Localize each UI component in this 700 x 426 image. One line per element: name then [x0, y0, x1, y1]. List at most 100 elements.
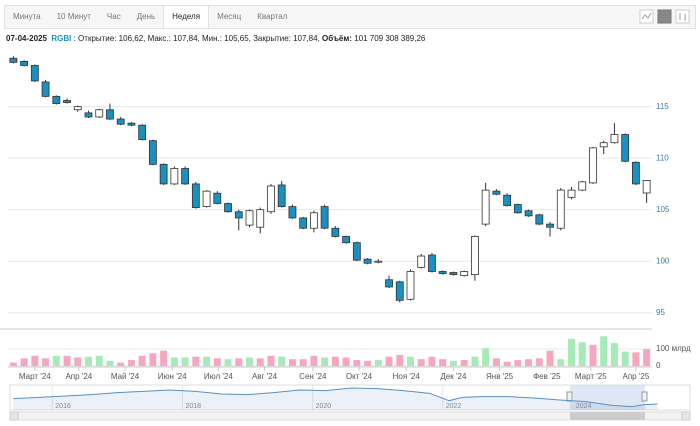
- volume-bar: [224, 359, 232, 366]
- tab[interactable]: Час: [106, 12, 121, 21]
- candle-body: [556, 189, 565, 229]
- navigator-tick-label: 2020: [316, 403, 332, 410]
- candle-body: [106, 109, 114, 120]
- volume-bar: [31, 355, 39, 366]
- candle-body: [513, 204, 522, 214]
- tab[interactable]: Неделя: [163, 6, 210, 28]
- volume-bar: [299, 359, 307, 366]
- volume-bar: [63, 355, 71, 366]
- interval-tabs: Минута 10 Минут Час День Неделя Месяц Квартал: [4, 5, 696, 29]
- volume-bar: [482, 348, 490, 366]
- y-tick-label: 115: [656, 102, 669, 111]
- scroll-right[interactable]: [681, 411, 691, 421]
- volume-bar: [213, 358, 221, 366]
- candle-body: [331, 227, 340, 237]
- candle-body: [470, 236, 479, 275]
- candle-body: [73, 106, 82, 111]
- tab[interactable]: Минута: [13, 12, 41, 21]
- candle-body: [63, 100, 71, 103]
- volume-bar: [331, 356, 339, 366]
- candle-body: [170, 168, 179, 185]
- candle-body: [234, 211, 243, 219]
- navigator-handle[interactable]: [641, 391, 648, 402]
- candle-body: [213, 192, 222, 204]
- candle-body: [610, 134, 619, 144]
- icon-glyph: [641, 12, 652, 20]
- candle-body: [449, 272, 458, 275]
- ohlc: : Открытие: 106,62, Макс.: 107,84, Мин.:…: [73, 34, 320, 43]
- volume-bar: [471, 356, 479, 366]
- candle-body: [288, 206, 297, 219]
- candle-body: [599, 142, 608, 148]
- candle-body: [460, 271, 469, 277]
- candle-body: [138, 124, 147, 141]
- tab[interactable]: День: [136, 12, 156, 21]
- volume-tick-label: 100 млрд: [656, 344, 691, 353]
- volume-bar: [192, 356, 200, 366]
- volume-bar: [600, 336, 608, 366]
- volume-bar: [342, 357, 350, 366]
- volume-bar: [117, 362, 125, 366]
- volume-bar: [138, 355, 146, 366]
- volume-bar: [525, 359, 533, 366]
- x-tick-label: Фев '25: [533, 372, 561, 381]
- volume-bar: [396, 354, 404, 366]
- volume-bar: [74, 357, 82, 366]
- candle-body: [127, 122, 136, 126]
- volume-bar: [621, 351, 629, 366]
- chart-type-icons: [639, 9, 690, 24]
- tab[interactable]: Месяц: [217, 12, 242, 21]
- volume-bar: [149, 353, 157, 366]
- volume-bar: [85, 356, 92, 366]
- candle-body: [438, 271, 447, 274]
- volume-bar: [385, 356, 393, 366]
- volume-bar: [9, 362, 17, 366]
- candle-body: [395, 281, 404, 301]
- candle-body: [363, 258, 372, 264]
- volume-bar: [578, 342, 586, 366]
- x-tick-label: Янв '25: [486, 372, 514, 381]
- date: 07-04-2025: [6, 34, 47, 43]
- candle-body: [299, 217, 308, 229]
- navigator-tick-label: 2016: [55, 403, 71, 410]
- volume-bar: [246, 357, 253, 366]
- volume-bar: [278, 356, 286, 366]
- scroll-left[interactable]: [9, 411, 19, 421]
- navigator-selection[interactable]: [570, 385, 645, 410]
- candle-body: [642, 180, 651, 194]
- candle-body: [385, 279, 393, 288]
- tab[interactable]: 10 Минут: [56, 12, 91, 21]
- candle-icon[interactable]: [657, 9, 672, 24]
- volume-bar: [460, 360, 468, 366]
- volume-bar: [535, 358, 543, 366]
- candle-body: [589, 147, 597, 184]
- volume-bar: [643, 349, 651, 366]
- candle-body: [256, 209, 265, 228]
- navigator-tick-label: 2024: [576, 403, 592, 410]
- volume-bar: [557, 359, 565, 366]
- volume-bar: [42, 358, 50, 366]
- candle-body: [245, 210, 254, 226]
- tab[interactable]: Квартал: [257, 12, 288, 21]
- candle-body: [9, 57, 18, 63]
- navigator-handle[interactable]: [566, 391, 573, 402]
- volume-bar: [127, 360, 135, 366]
- candle-body: [374, 260, 383, 263]
- candle-body: [224, 203, 232, 213]
- volume-bar: [235, 358, 243, 366]
- y-tick-label: 100: [656, 256, 670, 265]
- navigator-area: [13, 388, 658, 410]
- volume-bar: [374, 360, 382, 366]
- ohlc-icon[interactable]: [675, 9, 690, 24]
- candle-body: [492, 190, 501, 195]
- candle-body: [632, 161, 640, 185]
- candle-body: [535, 214, 544, 225]
- x-tick-label: Март '25: [575, 372, 607, 381]
- info-line: 07-04-2025 RGBI : Открытие: 106,62, Макс…: [6, 34, 425, 43]
- scrollbar-thumb[interactable]: [570, 412, 645, 420]
- volume-value: 101 709 308 389,26: [354, 34, 426, 43]
- x-tick-label: Апр '25: [623, 372, 650, 381]
- volume-bar: [417, 359, 425, 366]
- volume-bar: [95, 355, 103, 366]
